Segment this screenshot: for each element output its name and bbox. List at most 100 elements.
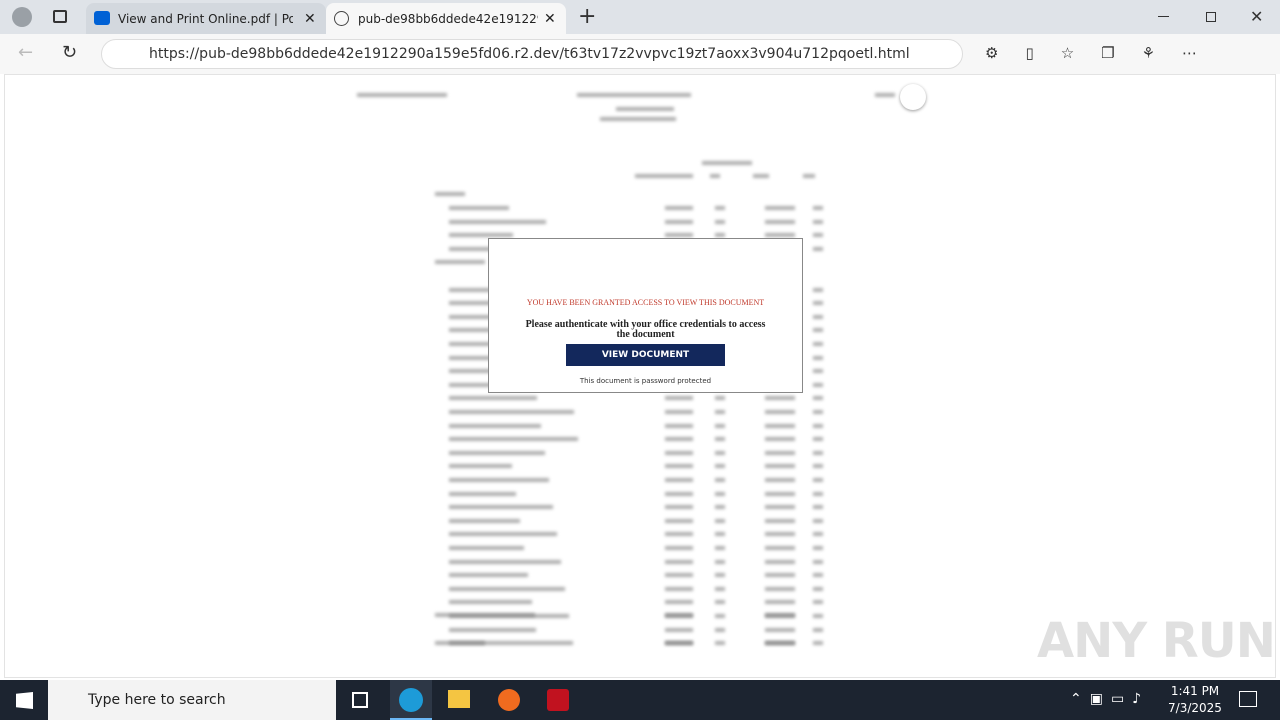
url-field[interactable]: https://pub-de98bb6ddede42e1912290a159e5… xyxy=(101,39,963,69)
tab-close[interactable]: ✕ xyxy=(304,10,316,27)
blurred-text xyxy=(449,437,578,442)
blurred-text xyxy=(715,559,725,564)
blurred-text xyxy=(765,437,795,442)
close[interactable]: ✕ xyxy=(1250,7,1264,26)
blurred-text xyxy=(813,314,823,319)
firefox[interactable] xyxy=(498,689,520,711)
blurred-text xyxy=(449,314,525,319)
blurred-text xyxy=(715,505,725,510)
tab-icon xyxy=(334,11,349,26)
blurred-text xyxy=(665,505,693,510)
blurred-text xyxy=(813,532,823,537)
task-view[interactable] xyxy=(352,692,368,708)
blurred-text xyxy=(813,342,823,346)
notifications[interactable] xyxy=(1239,691,1257,707)
blurred-text xyxy=(813,233,823,238)
blurred-text xyxy=(435,613,535,617)
blurred-text xyxy=(449,450,545,455)
blurred-text xyxy=(813,206,823,210)
blurred-text xyxy=(813,573,823,578)
blurred-text xyxy=(813,423,823,428)
tab-actions[interactable] xyxy=(53,10,67,23)
blurred-text xyxy=(715,641,725,646)
blurred-text xyxy=(665,627,693,632)
profile-icon[interactable] xyxy=(12,7,32,27)
blurred-text xyxy=(715,410,725,414)
blurred-text xyxy=(765,396,795,401)
blurred-text xyxy=(665,586,693,591)
blurred-text xyxy=(715,586,725,591)
blurred-text xyxy=(616,107,674,111)
blurred-text xyxy=(665,478,693,482)
blurred-text xyxy=(765,219,795,224)
blurred-text xyxy=(715,219,725,224)
blurred-text xyxy=(715,573,725,578)
tab-title: View and Print Online.pdf | Power xyxy=(118,11,293,26)
title-bar: View and Print Online.pdf | Power ✕ pub-… xyxy=(0,0,1280,34)
blurred-text xyxy=(715,478,725,482)
tab[interactable]: pub-de98bb6ddede42e1912290a ✕ xyxy=(326,3,566,34)
blurred-text xyxy=(765,627,795,632)
blurred-text xyxy=(715,491,725,496)
blurred-text xyxy=(813,410,823,414)
notice: YOU HAVE BEEN GRANTED ACCESS TO VIEW THI… xyxy=(526,298,765,307)
blurred-text xyxy=(813,396,823,401)
blurred-text xyxy=(813,287,823,292)
blurred-text xyxy=(449,641,573,646)
blurred-text xyxy=(449,233,513,238)
tray-icons[interactable]: ⌃▣▭♪ xyxy=(1070,691,1150,707)
blurred-text xyxy=(765,613,795,617)
visual-search[interactable] xyxy=(900,84,926,110)
blurred-text xyxy=(765,600,795,605)
tab-title: pub-de98bb6ddede42e1912290a xyxy=(358,11,538,26)
watermark: ANY RUN xyxy=(1037,613,1276,669)
blurred-text xyxy=(665,559,693,564)
view-button[interactable]: VIEW DOCUMENT xyxy=(566,344,725,366)
start[interactable] xyxy=(16,692,33,709)
blurred-text xyxy=(449,505,553,510)
restore[interactable] xyxy=(1206,12,1216,22)
blurred-text xyxy=(813,491,823,496)
explorer[interactable] xyxy=(448,690,470,708)
blurred-text xyxy=(665,600,693,605)
blurred-text xyxy=(765,546,795,550)
blurred-text xyxy=(715,233,725,238)
minimize[interactable] xyxy=(1158,16,1169,17)
taskbar: Type here to search ⌃▣▭♪ 1:41 PM 7/3/202… xyxy=(0,680,1280,720)
blurred-text xyxy=(813,355,823,360)
blurred-text xyxy=(665,396,693,401)
blurred-text xyxy=(753,174,769,178)
blurred-text xyxy=(715,546,725,550)
new-tab[interactable]: + xyxy=(578,4,597,29)
search-box[interactable]: Type here to search xyxy=(48,680,336,720)
blurred-text xyxy=(449,518,520,523)
tab-close[interactable]: ✕ xyxy=(544,10,556,27)
clock[interactable]: 1:41 PM 7/3/2025 xyxy=(1160,683,1230,717)
edge[interactable] xyxy=(390,680,432,720)
blurred-text xyxy=(449,600,532,605)
blurred-text xyxy=(813,464,823,469)
blurred-text xyxy=(813,614,823,618)
dialog: YOU HAVE BEEN GRANTED ACCESS TO VIEW THI… xyxy=(488,238,803,393)
blurred-text xyxy=(435,641,485,645)
message: Please authenticate with your office cre… xyxy=(525,319,766,340)
refresh[interactable]: ↻ xyxy=(62,42,78,63)
tab-icon xyxy=(94,11,110,25)
toolbar-icons[interactable]: ⚙▯☆❐⚘⋯ xyxy=(985,44,1225,62)
blurred-text xyxy=(765,559,795,564)
blurred-text xyxy=(765,641,795,645)
blurred-text xyxy=(665,532,693,537)
blurred-text xyxy=(449,532,557,537)
blurred-text xyxy=(715,600,725,605)
blurred-text xyxy=(715,206,725,210)
blurred-text xyxy=(665,641,693,645)
tab[interactable]: View and Print Online.pdf | Power ✕ xyxy=(86,3,326,34)
back[interactable]: ← xyxy=(18,42,34,63)
blurred-text xyxy=(449,206,509,210)
blurred-text xyxy=(715,437,725,442)
acrobat[interactable] xyxy=(547,689,569,711)
blurred-text xyxy=(665,206,693,210)
blurred-text xyxy=(449,586,565,591)
time: 1:41 PM xyxy=(1170,684,1220,698)
